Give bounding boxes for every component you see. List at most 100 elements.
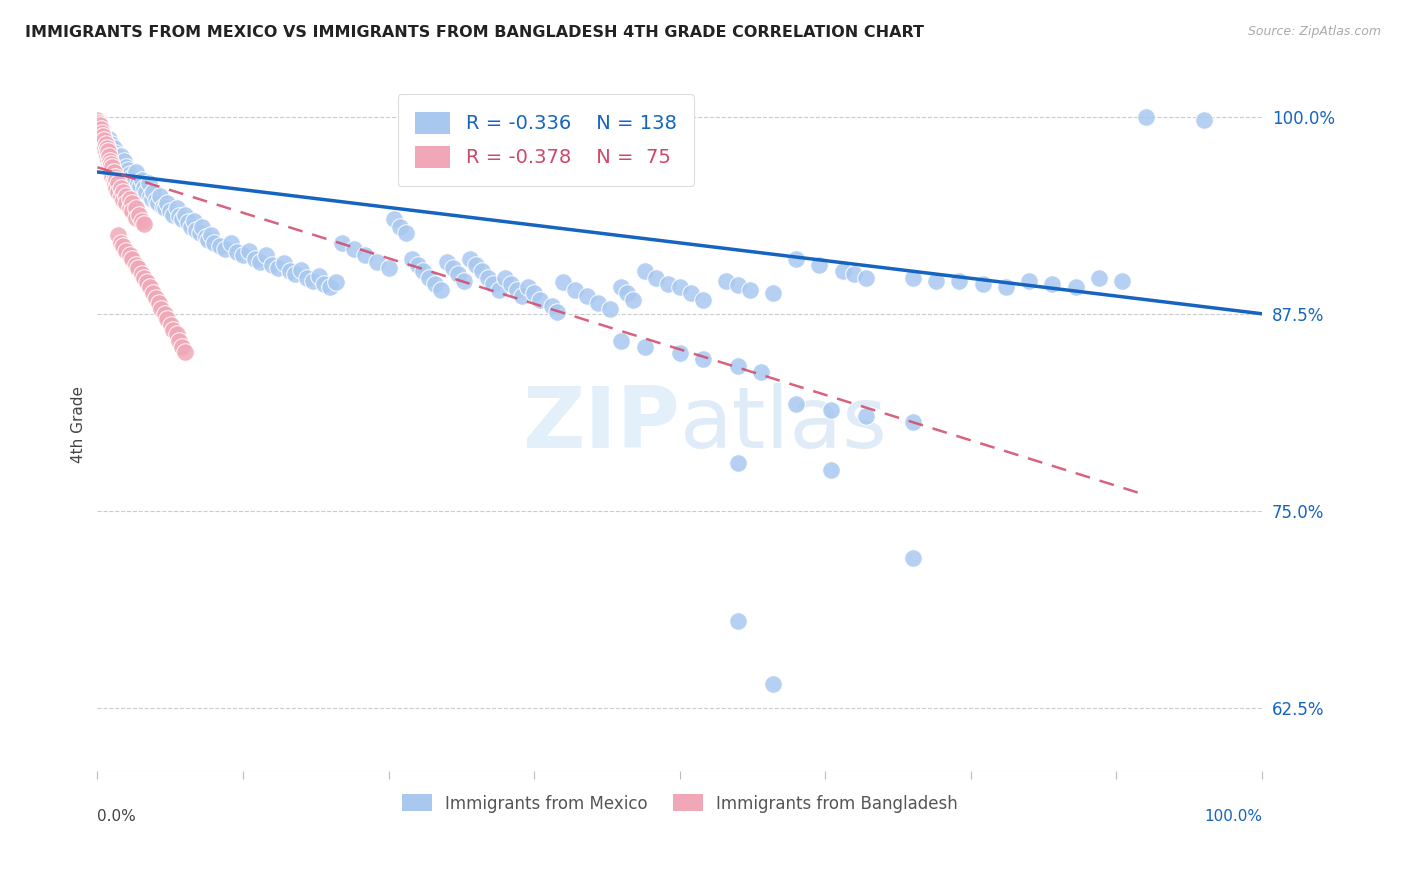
Point xyxy=(149,188,172,202)
Point xyxy=(129,179,152,194)
Point xyxy=(121,196,143,211)
Point xyxy=(104,180,127,194)
Point xyxy=(117,163,139,178)
Point xyxy=(121,169,143,184)
Point xyxy=(115,160,138,174)
Point xyxy=(172,212,194,227)
Point xyxy=(238,244,260,258)
Point xyxy=(389,220,412,235)
Point xyxy=(423,277,446,291)
Point xyxy=(453,274,475,288)
Point xyxy=(111,186,134,200)
Point xyxy=(162,207,184,221)
Point xyxy=(125,165,148,179)
Point xyxy=(177,215,200,229)
Point xyxy=(692,293,714,307)
Point xyxy=(91,128,114,143)
Point xyxy=(110,235,132,250)
Point xyxy=(330,235,353,250)
Point xyxy=(93,141,115,155)
Point xyxy=(529,293,551,307)
Point xyxy=(97,145,120,159)
Point xyxy=(727,359,749,373)
Point xyxy=(1042,277,1064,291)
Point xyxy=(100,157,122,171)
Text: 0.0%: 0.0% xyxy=(97,809,136,824)
Point xyxy=(173,207,195,221)
Point xyxy=(103,165,125,179)
Point xyxy=(156,196,179,211)
Point xyxy=(749,365,772,379)
Point xyxy=(290,262,312,277)
Point xyxy=(831,264,853,278)
Point xyxy=(110,188,132,202)
Point xyxy=(91,120,114,135)
Point xyxy=(260,258,283,272)
Point xyxy=(727,457,749,471)
Point xyxy=(107,227,129,242)
Point xyxy=(94,136,117,151)
Point xyxy=(505,283,527,297)
Point xyxy=(159,318,181,332)
Point xyxy=(166,201,188,215)
Point xyxy=(98,160,121,174)
Point xyxy=(948,274,970,288)
Point xyxy=(412,264,434,278)
Point xyxy=(118,192,141,206)
Point xyxy=(89,118,111,132)
Point xyxy=(172,340,194,354)
Point xyxy=(395,227,418,241)
Point xyxy=(401,252,423,266)
Point xyxy=(716,274,738,288)
Point xyxy=(319,280,342,294)
Point xyxy=(96,149,118,163)
Point xyxy=(131,173,153,187)
Point xyxy=(844,268,866,282)
Point xyxy=(91,136,114,151)
Point xyxy=(94,132,117,146)
Point xyxy=(200,227,222,242)
Point xyxy=(202,235,225,250)
Point xyxy=(249,254,271,268)
Point xyxy=(681,286,703,301)
Point xyxy=(254,248,277,262)
Point xyxy=(494,270,516,285)
Point xyxy=(139,280,162,294)
Point xyxy=(243,252,266,266)
Point xyxy=(194,229,217,244)
Point xyxy=(103,173,125,187)
Point xyxy=(464,258,486,272)
Point xyxy=(93,128,115,143)
Point xyxy=(90,122,112,136)
Point xyxy=(308,268,330,283)
Point xyxy=(91,133,114,147)
Point xyxy=(214,242,236,256)
Point xyxy=(447,268,470,282)
Point xyxy=(125,258,148,272)
Point xyxy=(91,128,114,143)
Point xyxy=(762,286,785,301)
Point xyxy=(354,248,377,262)
Point xyxy=(586,295,609,310)
Point xyxy=(314,277,336,291)
Point xyxy=(111,194,134,208)
Point xyxy=(221,235,243,250)
Point xyxy=(377,261,399,276)
Point xyxy=(104,169,127,184)
Point xyxy=(634,340,657,354)
Point xyxy=(118,201,141,215)
Point xyxy=(418,270,440,285)
Text: ZIP: ZIP xyxy=(522,383,679,466)
Point xyxy=(108,153,131,168)
Point xyxy=(692,352,714,367)
Point xyxy=(115,196,138,211)
Point xyxy=(118,248,141,262)
Point xyxy=(121,204,143,219)
Point xyxy=(232,248,254,262)
Point xyxy=(98,157,121,171)
Point xyxy=(142,186,165,200)
Point xyxy=(150,301,173,316)
Point xyxy=(124,173,146,187)
Point xyxy=(610,334,633,348)
Point xyxy=(141,192,163,206)
